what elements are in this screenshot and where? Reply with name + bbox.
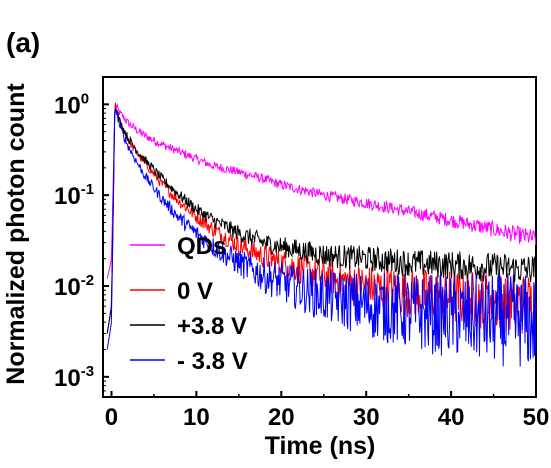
x-tick-label: 30 — [353, 404, 380, 431]
legend-label: QDs — [177, 233, 226, 260]
y-axis: 100 10-1 10-2 10-3 — [54, 90, 109, 398]
plot-frame — [102, 76, 537, 398]
y-tick-label: 10-3 — [54, 363, 94, 392]
x-tick-label: 10 — [183, 404, 210, 431]
series-layer — [106, 102, 537, 367]
x-tick-label: 40 — [438, 404, 465, 431]
legend-label: - 3.8 V — [177, 348, 248, 375]
panel-label: (a) — [6, 27, 40, 58]
y-tick-label: 10-2 — [54, 272, 94, 301]
y-axis-label: Normalized photon count — [2, 83, 30, 385]
y-tick-label: 100 — [54, 90, 89, 119]
y-tick-label: 10-1 — [54, 181, 94, 210]
series-line-3 — [106, 108, 537, 367]
legend: QDs 0 V +3.8 V - 3.8 V — [130, 233, 248, 375]
x-tick-label: 50 — [523, 404, 550, 431]
x-axis: 0 10 20 30 40 50 — [105, 391, 550, 431]
legend-label: +3.8 V — [177, 313, 247, 340]
legend-label: 0 V — [177, 278, 213, 305]
series-line-0 — [106, 103, 537, 279]
x-tick-label: 0 — [105, 404, 118, 431]
x-axis-label: Time (ns) — [265, 432, 376, 460]
series-line-2 — [106, 108, 537, 334]
x-tick-label: 20 — [268, 404, 295, 431]
